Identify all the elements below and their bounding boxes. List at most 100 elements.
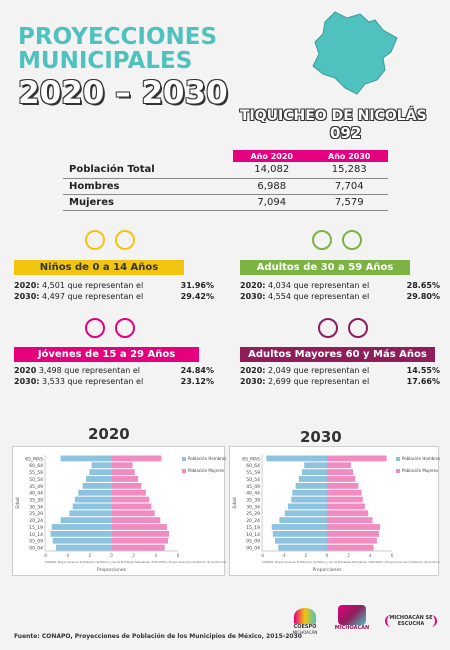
stat-text: 3,533 que representan el xyxy=(42,377,144,386)
tick-label-x: 2 xyxy=(132,553,135,558)
banner-ninos: Niños de 0 a 14 Años xyxy=(14,260,184,275)
tick-label-x: 6 xyxy=(177,553,180,558)
youth-icons xyxy=(85,318,135,338)
tick-label-x: -2 xyxy=(87,553,91,558)
bar-women xyxy=(111,482,142,489)
row-value-2020: 7,094 xyxy=(233,194,311,211)
bar-men xyxy=(275,537,327,544)
year-label: 2020 xyxy=(14,366,37,375)
tick-label-age: 10_14 xyxy=(246,532,260,538)
legend-swatch-men xyxy=(182,457,186,461)
adult-icons xyxy=(312,230,362,250)
bar-men xyxy=(56,544,112,551)
stat-text: 2,049 que representan el xyxy=(268,366,370,375)
michoacan-map-icon xyxy=(312,11,398,95)
adult-face-icon xyxy=(342,230,362,250)
banner-adultos: Adultos de 30 a 59 Años xyxy=(240,260,410,275)
tick-label-age: 25_29 xyxy=(29,511,43,517)
elder-face-icon xyxy=(348,318,368,338)
coespo-label: COESPO xyxy=(293,624,317,630)
tick-label-age: 20_24 xyxy=(29,518,43,524)
bar-women xyxy=(111,496,150,503)
stat-jovenes-2030: 2030: 3,533 que representan el 23.12% xyxy=(14,377,214,386)
bar-women xyxy=(327,517,373,524)
tick-label-age: 40_44 xyxy=(246,491,260,497)
bar-women xyxy=(327,455,387,462)
stat-pct: 24.84% xyxy=(180,366,214,375)
bar-women xyxy=(327,476,356,482)
tick-label-x: 6 xyxy=(391,553,394,558)
tick-label-age: 65_MAS xyxy=(242,456,260,462)
title-line-1: PROYECCIONES xyxy=(18,24,218,50)
row-value-2030: 7,704 xyxy=(310,178,388,195)
title-years: 2020 – 2030 xyxy=(18,75,228,111)
bar-men xyxy=(271,524,327,530)
y-axis-label: Edad xyxy=(232,497,238,508)
bar-women xyxy=(111,517,161,524)
row-label: Mujeres xyxy=(63,194,233,211)
tick-label-x: 4 xyxy=(369,553,372,558)
bar-men xyxy=(298,476,327,482)
bar-men xyxy=(52,537,112,544)
bar-men xyxy=(272,530,327,537)
legend-swatch-men xyxy=(396,457,400,461)
stat-text: 2,699 que representan el xyxy=(268,377,370,386)
escucha-logo: MICHOACÁN SE ESCUCHA xyxy=(385,615,437,627)
bar-men xyxy=(89,469,112,476)
bar-men xyxy=(291,496,327,503)
bar-men xyxy=(91,462,112,469)
legend-label-men: Población Hombres xyxy=(402,456,440,461)
x-axis-label: Proporciones xyxy=(313,567,343,573)
michoacan-emblem-icon xyxy=(338,605,366,625)
tick-label-age: 35_39 xyxy=(29,498,43,504)
row-value-2020: 14,082 xyxy=(233,162,311,179)
tick-label-age: 50_54 xyxy=(246,477,260,483)
bar-women xyxy=(111,544,165,551)
bar-women xyxy=(327,510,369,517)
bar-men xyxy=(279,517,327,524)
bar-men xyxy=(50,530,112,537)
bar-women xyxy=(111,537,169,544)
bar-men xyxy=(295,482,327,489)
youth-face-icon xyxy=(115,318,135,338)
bar-men xyxy=(78,489,112,496)
elder-face-icon xyxy=(318,318,338,338)
tick-label-age: 60_64 xyxy=(246,463,260,469)
banner-mayores: Adultos Mayores 60 y Más Años xyxy=(240,347,435,362)
pyramid-svg-2020: 65_MAS60_6455_5950_5445_4940_4435_3930_3… xyxy=(15,455,243,573)
bar-men xyxy=(302,469,327,476)
bar-men xyxy=(288,503,327,510)
tick-label-age: 20_24 xyxy=(246,518,260,524)
pyramid-chart-2020: 65_MAS 60_64 55_59 50_54 45_49 40_44 35_39 30_3… xyxy=(12,446,243,576)
banner-jovenes: Jóvenes de 15 a 29 Años xyxy=(14,347,199,362)
pyramid-svg-2030: 65_MAS60_6455_5950_5445_4940_4435_3930_3… xyxy=(232,455,450,573)
tick-label-age: 60_64 xyxy=(29,463,43,469)
stat-ninos-2030: 2030: 4,497 que representan el 29.42% xyxy=(14,292,214,301)
bar-women xyxy=(327,530,379,537)
tick-label-age: 35_39 xyxy=(246,498,260,504)
year-label: 2030: xyxy=(14,377,40,386)
year-label: 2020: xyxy=(240,281,266,290)
tick-label-age: 10_14 xyxy=(29,532,43,538)
bar-women xyxy=(327,489,362,496)
legend-label-women: Población Mujeres xyxy=(188,468,224,473)
stat-pct: 23.12% xyxy=(180,377,214,386)
year-label: 2030: xyxy=(240,377,266,386)
michoacan-logo: MICHOACÁN xyxy=(330,605,374,631)
tick-label-x: -6 xyxy=(260,553,264,558)
table-row: Población Total 14,082 15,283 xyxy=(63,162,388,179)
stat-pct: 14.55% xyxy=(406,366,440,375)
municipality-name: TIQUICHEO DE NICOLÁS xyxy=(240,108,427,124)
child-face-icon xyxy=(115,230,135,250)
x-axis-label: Proporciones xyxy=(97,567,127,573)
bar-women xyxy=(111,462,133,469)
tick-label-age: 45_49 xyxy=(29,484,43,490)
legend-swatch-women xyxy=(182,469,186,473)
tick-label-age: 00_04 xyxy=(29,546,43,552)
bar-women xyxy=(111,530,170,537)
bar-women xyxy=(111,469,135,476)
tick-label-x: 0 xyxy=(110,553,113,558)
bar-men xyxy=(72,503,112,510)
adult-face-icon xyxy=(312,230,332,250)
row-label: Población Total xyxy=(63,162,233,179)
